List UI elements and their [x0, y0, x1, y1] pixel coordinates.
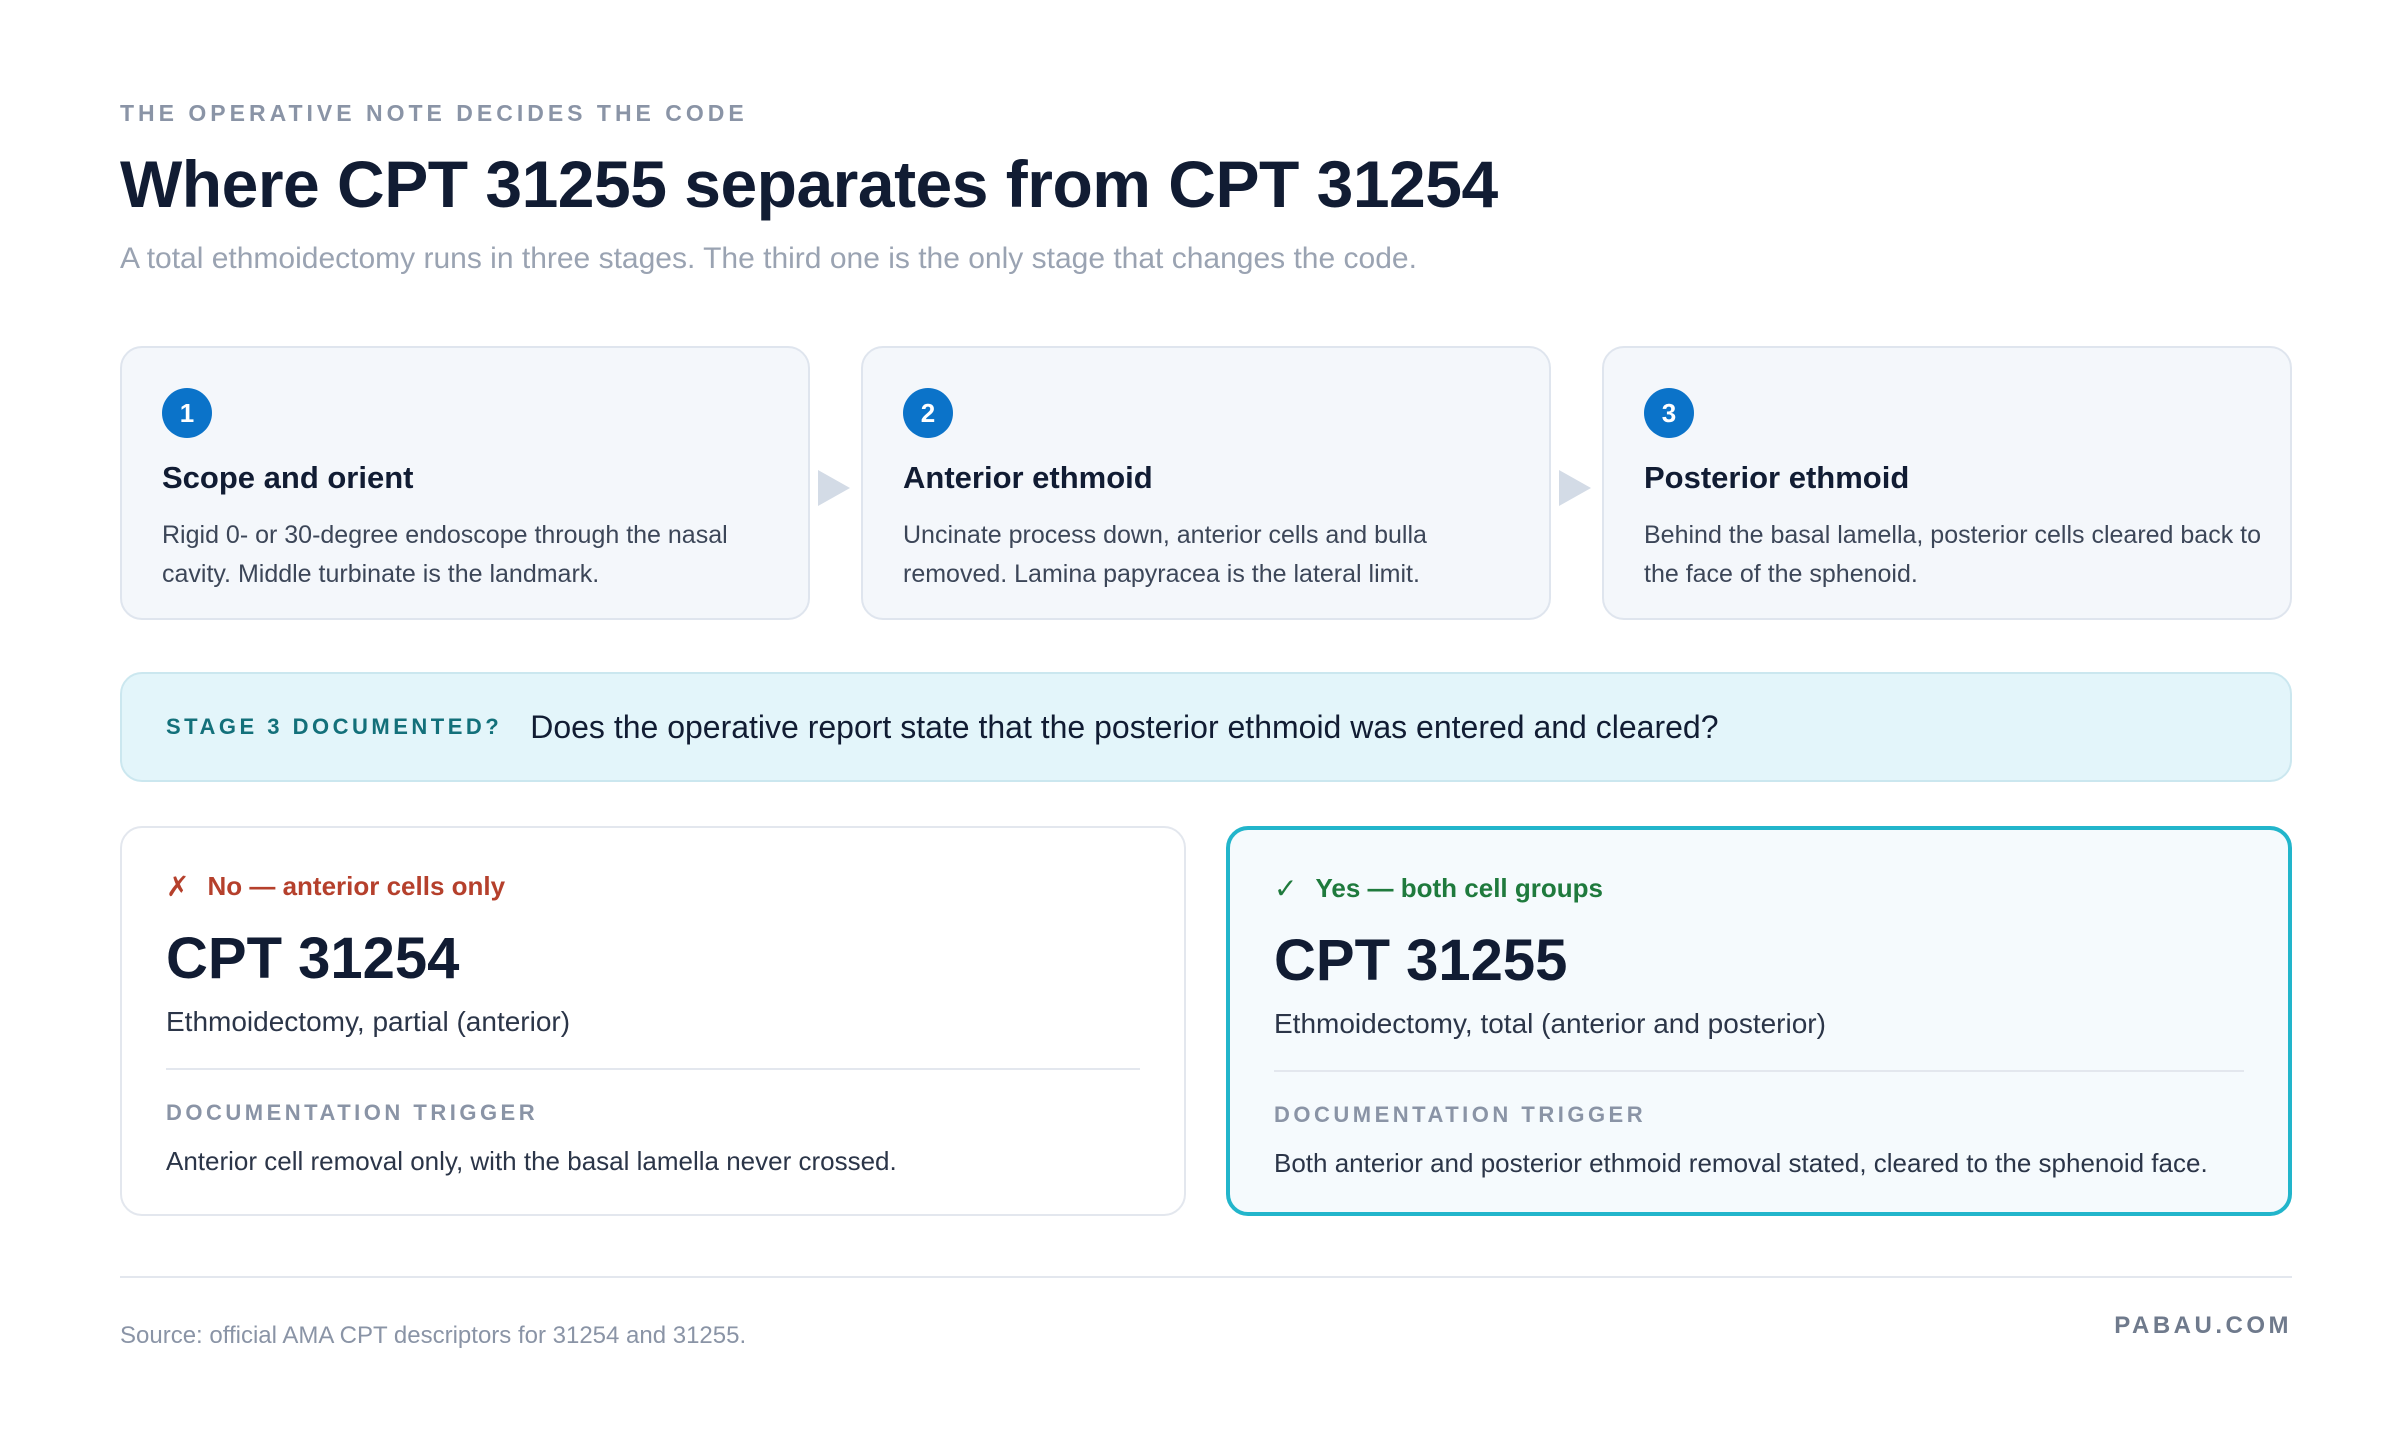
- step-card-1: 1 Scope and orient Rigid 0- or 30-degree…: [120, 346, 810, 620]
- page-title: Where CPT 31255 separates from CPT 31254: [120, 147, 1498, 221]
- verdict-label: No — anterior cells only: [207, 871, 506, 901]
- arrow-right-icon: [818, 470, 850, 506]
- divider: [1274, 1070, 2244, 1072]
- question-text: Does the operative report state that the…: [530, 708, 1719, 745]
- decision-question-banner: STAGE 3 DOCUMENTED? Does the operative r…: [120, 672, 2292, 782]
- brand-logo-text: PABAU.COM: [2114, 1312, 2292, 1339]
- check-icon: ✓: [1274, 873, 1298, 904]
- outcome-card-yes: ✓ Yes — both cell groups CPT 31255 Ethmo…: [1226, 826, 2292, 1216]
- verdict-label: Yes — both cell groups: [1315, 873, 1603, 903]
- eyebrow-label: THE OPERATIVE NOTE DECIDES THE CODE: [120, 100, 748, 126]
- step-number-badge: 1: [162, 388, 212, 438]
- step-title: Anterior ethmoid: [903, 460, 1153, 495]
- arrow-right-icon: [1559, 470, 1591, 506]
- verdict-row: ✗ No — anterior cells only: [166, 870, 1140, 903]
- step-number-badge: 2: [903, 388, 953, 438]
- source-note: Source: official AMA CPT descriptors for…: [120, 1322, 747, 1349]
- step-number-badge: 3: [1644, 388, 1694, 438]
- step-description: Behind the basal lamella, posterior cell…: [1644, 521, 2262, 588]
- step-title: Posterior ethmoid: [1644, 460, 1910, 495]
- step-title: Scope and orient: [162, 460, 414, 495]
- cpt-code: CPT 31254: [166, 926, 460, 991]
- divider: [166, 1068, 1140, 1070]
- trigger-text: Both anterior and posterior ethmoid remo…: [1274, 1148, 2208, 1178]
- page-subtitle: A total ethmoidectomy runs in three stag…: [120, 242, 1417, 275]
- step-card-3: 3 Posterior ethmoid Behind the basal lam…: [1602, 346, 2292, 620]
- verdict-row: ✓ Yes — both cell groups: [1274, 872, 2244, 905]
- step-description: Uncinate process down, anterior cells an…: [903, 521, 1427, 588]
- cpt-code-description: Ethmoidectomy, partial (anterior): [166, 1006, 571, 1037]
- trigger-label: DOCUMENTATION TRIGGER: [166, 1100, 539, 1125]
- cpt-code: CPT 31255: [1274, 928, 1568, 993]
- trigger-label: DOCUMENTATION TRIGGER: [1274, 1102, 1647, 1127]
- step-card-2: 2 Anterior ethmoid Uncinate process down…: [861, 346, 1551, 620]
- cross-icon: ✗: [166, 871, 190, 902]
- outcome-card-no: ✗ No — anterior cells only CPT 31254 Eth…: [120, 826, 1186, 1216]
- footer-divider: [120, 1276, 2292, 1278]
- question-tag: STAGE 3 DOCUMENTED?: [166, 714, 503, 739]
- step-description: Rigid 0- or 30-degree endoscope through …: [162, 521, 728, 588]
- trigger-text: Anterior cell removal only, with the bas…: [166, 1146, 897, 1176]
- cpt-code-description: Ethmoidectomy, total (anterior and poste…: [1274, 1008, 1826, 1039]
